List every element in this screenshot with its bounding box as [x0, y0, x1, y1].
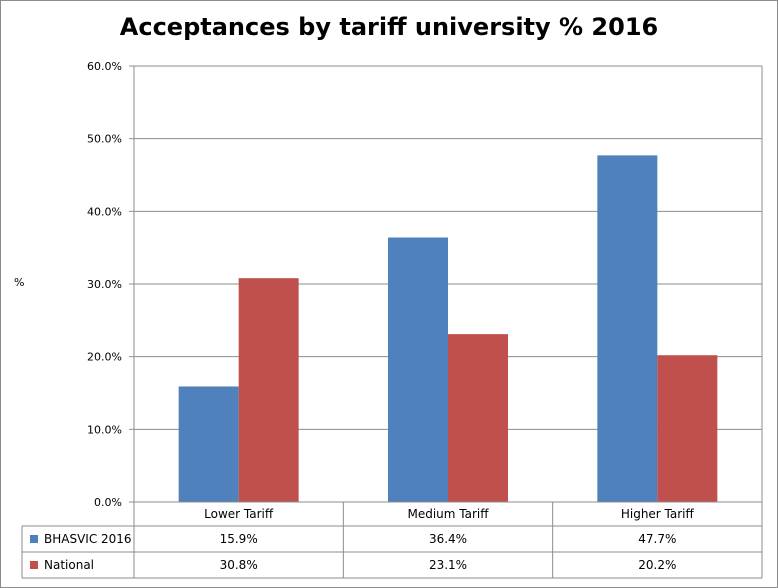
bar-national-0 — [238, 278, 299, 502]
bar-bhasvic-2016-0 — [178, 386, 239, 502]
data-label: 30.8% — [220, 558, 258, 572]
bar-bhasvic-2016-2 — [597, 155, 658, 502]
category-label: Higher Tariff — [621, 507, 695, 521]
bar-bhasvic-2016-1 — [388, 237, 448, 502]
data-label: 47.7% — [638, 532, 676, 546]
legend-key-1 — [30, 561, 38, 569]
y-tick-label: 40.0% — [87, 205, 122, 218]
category-label: Lower Tariff — [204, 507, 274, 521]
y-axis-label: % — [14, 276, 25, 289]
data-label: 20.2% — [638, 558, 676, 572]
legend-label: National — [44, 558, 94, 572]
bar-national-1 — [448, 334, 508, 502]
y-tick-label: 0.0% — [94, 496, 122, 509]
y-tick-label: 60.0% — [87, 60, 122, 73]
data-label: 15.9% — [220, 532, 258, 546]
category-label: Medium Tariff — [407, 507, 489, 521]
data-label: 36.4% — [429, 532, 467, 546]
y-tick-label: 20.0% — [87, 351, 122, 364]
chart-title: Acceptances by tariff university % 2016 — [119, 13, 659, 41]
bar-national-2 — [657, 355, 718, 502]
y-tick-label: 30.0% — [87, 278, 122, 291]
legend-key-0 — [30, 535, 38, 543]
legend-label: BHASVIC 2016 — [44, 532, 132, 546]
data-label: 23.1% — [429, 558, 467, 572]
y-tick-label: 50.0% — [87, 133, 122, 146]
y-tick-label: 10.0% — [87, 423, 122, 436]
